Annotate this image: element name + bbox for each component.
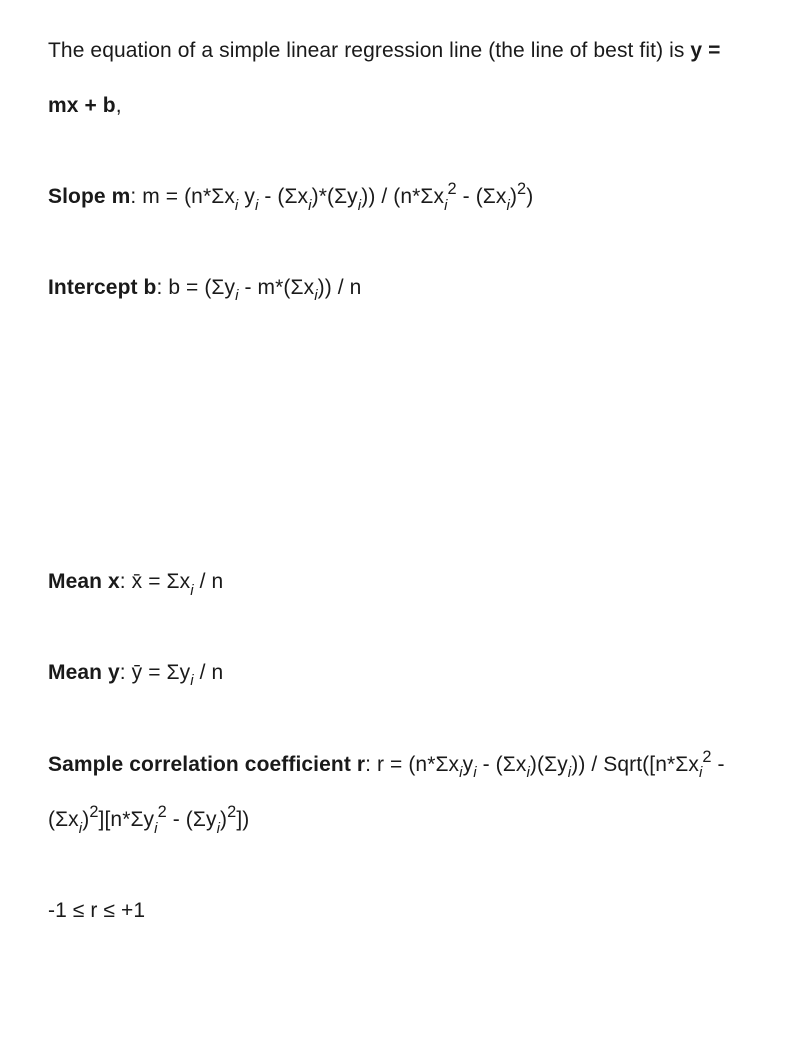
corr-body-5: )) / Sqrt([n*Σx <box>571 753 699 776</box>
corr-body-4: )(Σy <box>530 753 568 776</box>
sup-2: 2 <box>448 180 457 198</box>
slope-body-6: - (Σx <box>457 185 507 208</box>
intro-after: , <box>116 94 122 117</box>
corr-label: Sample correlation coefficient r <box>48 753 365 776</box>
slope-label: Slope m <box>48 185 130 208</box>
document-page: The equation of a simple linear regressi… <box>0 0 800 1037</box>
corr-body-3: - (Σx <box>477 753 527 776</box>
intercept-label: Intercept b <box>48 276 156 299</box>
sub-i: i <box>190 582 193 599</box>
slope-body-1: m = (n*Σx <box>142 185 235 208</box>
sub-i: i <box>568 764 571 781</box>
meanx-body-2: / n <box>194 570 224 593</box>
meany-sep: : <box>120 661 132 684</box>
corr-body-2: y <box>463 753 474 776</box>
corr-body-11: ]) <box>236 808 249 831</box>
sub-i: i <box>459 764 462 781</box>
sub-i: i <box>526 764 529 781</box>
slope-body-7: ) <box>510 185 517 208</box>
meanx-sep: : <box>120 570 132 593</box>
sup-2: 2 <box>158 803 167 821</box>
sup-2: 2 <box>89 803 98 821</box>
sup-2: 2 <box>517 180 526 198</box>
meany-body-1: ȳ = Σy <box>132 661 191 684</box>
corr-paragraph: Sample correlation coefficient r: r = (n… <box>48 737 752 848</box>
sub-i: i <box>235 287 238 304</box>
slope-sep: : <box>130 185 142 208</box>
sup-2: 2 <box>702 748 711 766</box>
meanx-label: Mean x <box>48 570 120 593</box>
sub-i: i <box>314 287 317 304</box>
intercept-body-3: )) / n <box>318 276 362 299</box>
slope-body-5: )) / (n*Σx <box>361 185 444 208</box>
slope-body-8: ) <box>526 185 533 208</box>
slope-body-2: y <box>238 185 255 208</box>
meanx-paragraph: Mean x: x̄ = Σxi / n <box>48 555 752 610</box>
range-paragraph: -1 ≤ r ≤ +1 <box>48 884 752 939</box>
sub-i: i <box>255 197 258 214</box>
slope-body-4: )*(Σy <box>312 185 358 208</box>
sub-i: i <box>308 197 311 214</box>
intercept-sep: : <box>156 276 168 299</box>
sub-i: i <box>473 764 476 781</box>
corr-body-1: r = (n*Σx <box>377 753 459 776</box>
sub-i: i <box>217 820 220 837</box>
meanx-body-1: x̄ = Σx <box>132 570 191 593</box>
sub-i: i <box>444 197 447 214</box>
corr-body-8: ][n*Σy <box>99 808 155 831</box>
sub-i: i <box>190 672 193 689</box>
intercept-body-1: b = (Σy <box>168 276 235 299</box>
corr-sep: : <box>365 753 377 776</box>
range-text: -1 ≤ r ≤ +1 <box>48 899 145 922</box>
intro-paragraph: The equation of a simple linear regressi… <box>48 24 752 133</box>
intro-text: The equation of a simple linear regressi… <box>48 39 690 62</box>
meany-label: Mean y <box>48 661 120 684</box>
sub-i: i <box>154 820 157 837</box>
meany-paragraph: Mean y: ȳ = Σyi / n <box>48 646 752 701</box>
sub-i: i <box>699 764 702 781</box>
corr-body-9: - (Σy <box>167 808 217 831</box>
sub-i: i <box>358 197 361 214</box>
sub-i: i <box>235 197 238 214</box>
sub-i: i <box>506 197 509 214</box>
slope-body-3: - (Σx <box>258 185 308 208</box>
intercept-body-2: - m*(Σx <box>239 276 315 299</box>
sub-i: i <box>79 820 82 837</box>
intercept-paragraph: Intercept b: b = (Σyi - m*(Σxi)) / n <box>48 261 752 316</box>
slope-paragraph: Slope m: m = (n*Σxi yi - (Σxi)*(Σyi)) / … <box>48 169 752 225</box>
sup-2: 2 <box>227 803 236 821</box>
meany-body-2: / n <box>194 661 224 684</box>
